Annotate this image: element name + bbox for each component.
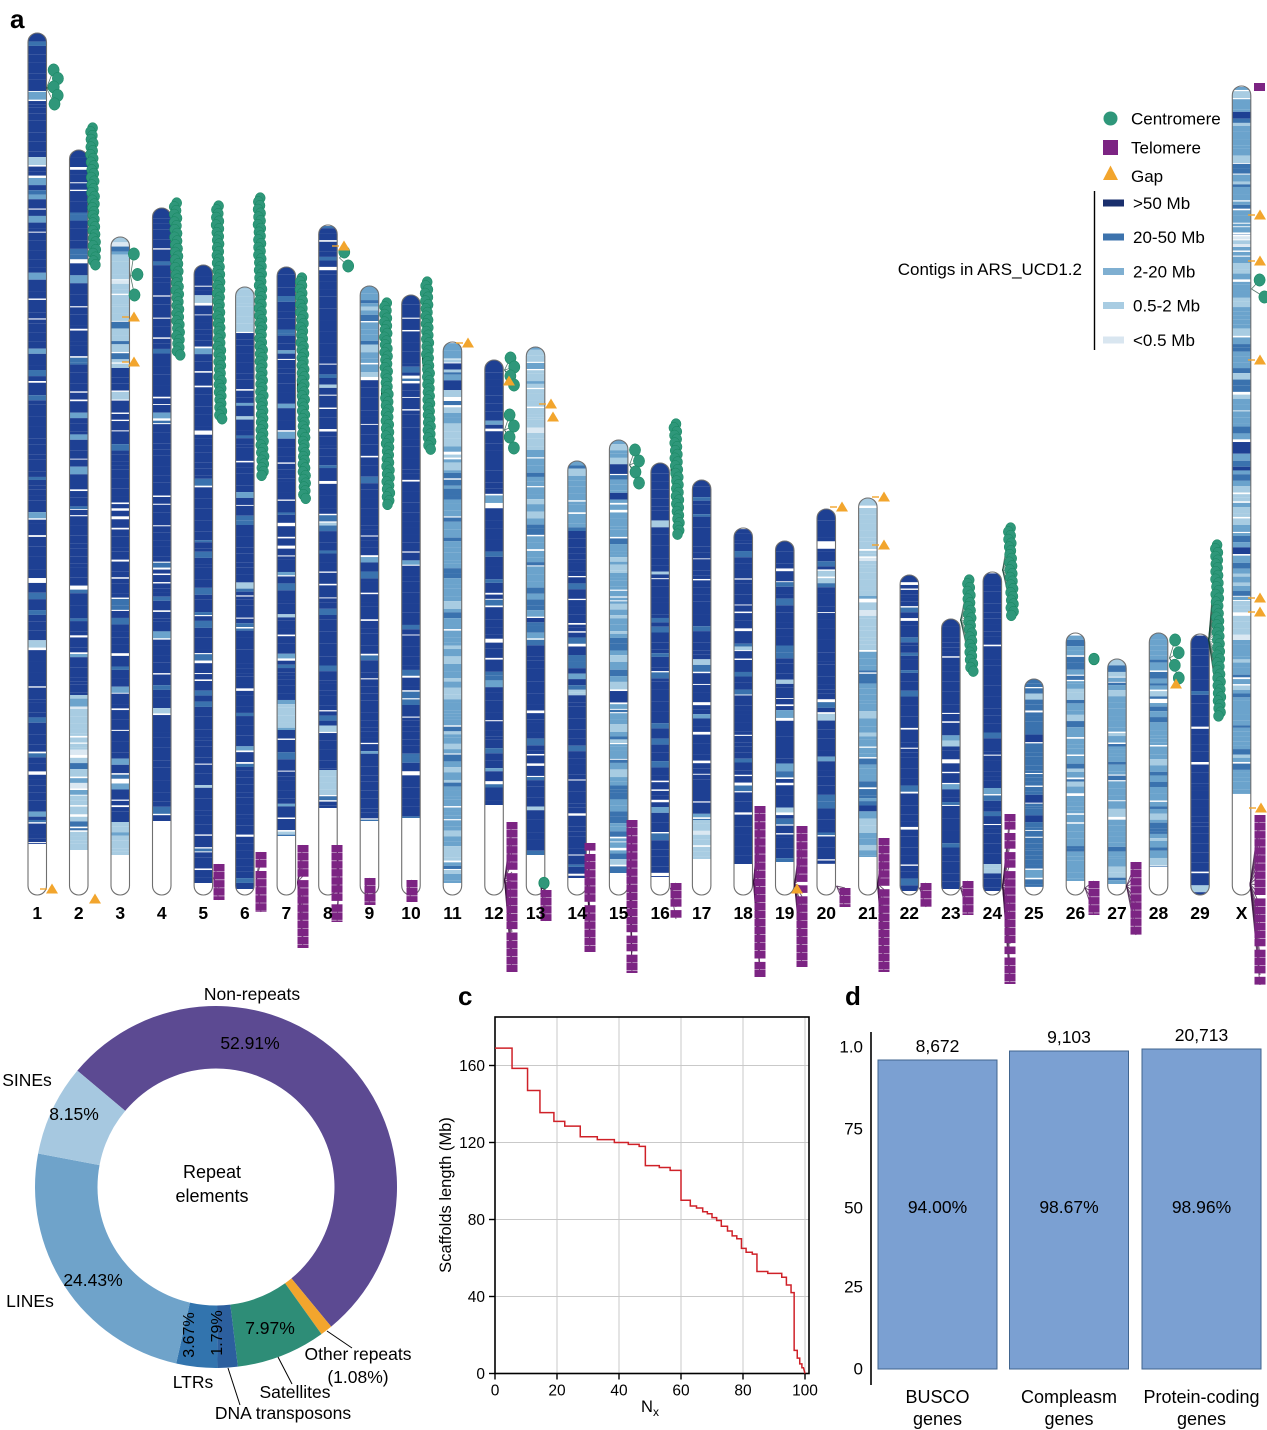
svg-text:98.96%: 98.96% <box>1172 1197 1231 1217</box>
svg-text:2: 2 <box>74 903 84 923</box>
svg-text:20: 20 <box>817 903 837 923</box>
svg-text:6: 6 <box>240 903 250 923</box>
svg-text:52.91%: 52.91% <box>220 1033 279 1053</box>
svg-text:20-50 Mb: 20-50 Mb <box>1133 228 1205 247</box>
svg-text:elements: elements <box>175 1186 248 1206</box>
svg-text:c: c <box>458 981 472 1011</box>
svg-text:98.67%: 98.67% <box>1039 1197 1098 1217</box>
svg-text:<0.5 Mb: <0.5 Mb <box>1133 331 1195 350</box>
svg-text:19: 19 <box>775 903 795 923</box>
svg-text:X: X <box>1236 903 1248 923</box>
svg-text:26: 26 <box>1066 903 1086 923</box>
svg-text:3: 3 <box>115 903 125 923</box>
svg-text:4: 4 <box>157 903 167 923</box>
svg-text:9,103: 9,103 <box>1047 1027 1091 1047</box>
svg-text:10: 10 <box>401 903 421 923</box>
svg-text:11: 11 <box>443 903 462 923</box>
svg-text:28: 28 <box>1149 903 1169 923</box>
svg-text:LINEs: LINEs <box>6 1291 54 1311</box>
svg-text:27: 27 <box>1107 903 1126 923</box>
svg-text:50: 50 <box>844 1199 863 1218</box>
svg-text:SINEs: SINEs <box>2 1070 52 1090</box>
svg-text:100: 100 <box>792 1383 818 1400</box>
svg-text:24: 24 <box>983 903 1003 923</box>
svg-text:0: 0 <box>476 1366 485 1383</box>
svg-text:Other repeats: Other repeats <box>305 1344 412 1364</box>
svg-text:15: 15 <box>609 903 629 923</box>
svg-text:7: 7 <box>282 903 292 923</box>
svg-text:genes: genes <box>1177 1409 1226 1429</box>
svg-text:14: 14 <box>567 903 587 923</box>
svg-text:75: 75 <box>844 1120 863 1139</box>
svg-text:9: 9 <box>365 903 375 923</box>
svg-text:160: 160 <box>459 1058 485 1075</box>
svg-text:Contigs in ARS_UCD1.2: Contigs in ARS_UCD1.2 <box>898 260 1082 279</box>
svg-text:Scaffolds length (Mb): Scaffolds length (Mb) <box>437 1117 455 1273</box>
svg-text:Centromere: Centromere <box>1131 110 1221 129</box>
svg-text:Telomere: Telomere <box>1131 139 1201 158</box>
svg-text:40: 40 <box>468 1289 486 1306</box>
svg-text:Compleasm: Compleasm <box>1021 1387 1117 1407</box>
svg-text:23: 23 <box>941 903 961 923</box>
svg-text:80: 80 <box>468 1212 486 1229</box>
svg-text:BUSCO: BUSCO <box>905 1387 969 1407</box>
svg-text:80: 80 <box>734 1383 752 1400</box>
svg-text:(1.08%): (1.08%) <box>327 1367 388 1387</box>
svg-text:3.67%: 3.67% <box>181 1312 198 1357</box>
svg-text:0: 0 <box>854 1360 863 1379</box>
svg-text:8: 8 <box>323 903 333 923</box>
svg-text:DNA transposons: DNA transposons <box>215 1403 351 1423</box>
svg-text:Non-repeats: Non-repeats <box>204 984 301 1004</box>
svg-text:7.97%: 7.97% <box>245 1318 295 1338</box>
svg-text:genes: genes <box>1044 1409 1093 1429</box>
svg-text:18: 18 <box>733 903 753 923</box>
svg-text:Protein-coding: Protein-coding <box>1143 1387 1259 1407</box>
svg-text:22: 22 <box>900 903 920 923</box>
svg-text:24.43%: 24.43% <box>63 1270 122 1290</box>
svg-text:60: 60 <box>672 1383 690 1400</box>
svg-text:16: 16 <box>650 903 670 923</box>
svg-text:20,713: 20,713 <box>1175 1025 1229 1045</box>
svg-text:25: 25 <box>1024 903 1044 923</box>
svg-text:17: 17 <box>692 903 711 923</box>
svg-text:29: 29 <box>1190 903 1210 923</box>
svg-text:20: 20 <box>548 1383 566 1400</box>
svg-text:>50 Mb: >50 Mb <box>1133 194 1190 213</box>
svg-text:13: 13 <box>526 903 546 923</box>
svg-text:Satellites: Satellites <box>259 1382 330 1402</box>
svg-text:5: 5 <box>198 903 208 923</box>
svg-text:Repeat: Repeat <box>183 1162 241 1182</box>
svg-text:2-20 Mb: 2-20 Mb <box>1133 263 1195 282</box>
svg-text:1.0: 1.0 <box>839 1038 863 1057</box>
svg-text:1: 1 <box>32 903 42 923</box>
svg-text:12: 12 <box>484 903 504 923</box>
svg-text:LTRs: LTRs <box>173 1372 214 1392</box>
svg-text:0: 0 <box>491 1383 500 1400</box>
svg-text:1.79%: 1.79% <box>209 1310 226 1355</box>
svg-text:40: 40 <box>610 1383 628 1400</box>
svg-text:8.15%: 8.15% <box>49 1104 99 1124</box>
svg-text:25: 25 <box>844 1278 863 1297</box>
svg-text:94.00%: 94.00% <box>908 1197 967 1217</box>
svg-text:genes: genes <box>913 1409 962 1429</box>
svg-text:21: 21 <box>858 903 878 923</box>
svg-text:120: 120 <box>459 1135 485 1152</box>
svg-text:0.5-2 Mb: 0.5-2 Mb <box>1133 297 1200 316</box>
svg-text:d: d <box>845 981 861 1011</box>
svg-text:8,672: 8,672 <box>916 1036 960 1056</box>
svg-text:Gap: Gap <box>1131 167 1163 186</box>
svg-text:a: a <box>10 4 25 34</box>
